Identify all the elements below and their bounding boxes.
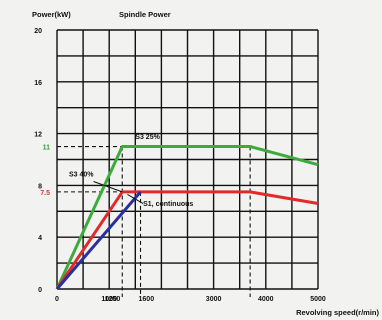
annotation-label: S3 25% bbox=[135, 134, 160, 141]
chart-title: Spindle Power bbox=[119, 10, 171, 19]
series-line-2 bbox=[55, 190, 319, 290]
y-tick-label: 16 bbox=[34, 80, 42, 87]
x-tick-label: 1600 bbox=[139, 296, 155, 303]
annotation-label: S1, continuous bbox=[143, 201, 193, 208]
x-tick-label: 3000 bbox=[206, 296, 222, 303]
y-tick-label-special: 7.5 bbox=[40, 190, 50, 197]
y-axis-label: Power(kW) bbox=[32, 10, 71, 19]
series-line-3 bbox=[55, 190, 142, 290]
series-group bbox=[55, 145, 319, 290]
x-axis-label: Revolving speed(r/min) bbox=[296, 308, 379, 317]
reference-dashes bbox=[57, 146, 251, 297]
y-tick-label: 8 bbox=[38, 183, 42, 190]
x-tick-label: 0 bbox=[55, 296, 59, 303]
annotation-leader bbox=[93, 181, 123, 193]
y-tick-label: 20 bbox=[34, 28, 42, 35]
grid bbox=[56, 29, 319, 290]
x-tick-label: 1000 bbox=[101, 296, 117, 303]
y-ticks: 0 4 8 12 16 20 11 7.5 bbox=[34, 28, 50, 294]
annotation-leader bbox=[127, 194, 144, 204]
x-tick-label: 5000 bbox=[310, 296, 326, 303]
annotation-label: S3 40% bbox=[69, 171, 94, 178]
y-tick-label: 0 bbox=[38, 287, 42, 294]
x-tick-label: 1250 bbox=[105, 296, 121, 303]
series-line-1 bbox=[55, 145, 319, 290]
y-tick-label: 12 bbox=[34, 132, 42, 139]
annotations: S3 25% S3 40% S1, continuous bbox=[69, 134, 193, 208]
x-tick-label: 4000 bbox=[258, 296, 274, 303]
y-tick-label-special: 11 bbox=[43, 145, 51, 152]
y-tick-label: 4 bbox=[38, 235, 42, 242]
